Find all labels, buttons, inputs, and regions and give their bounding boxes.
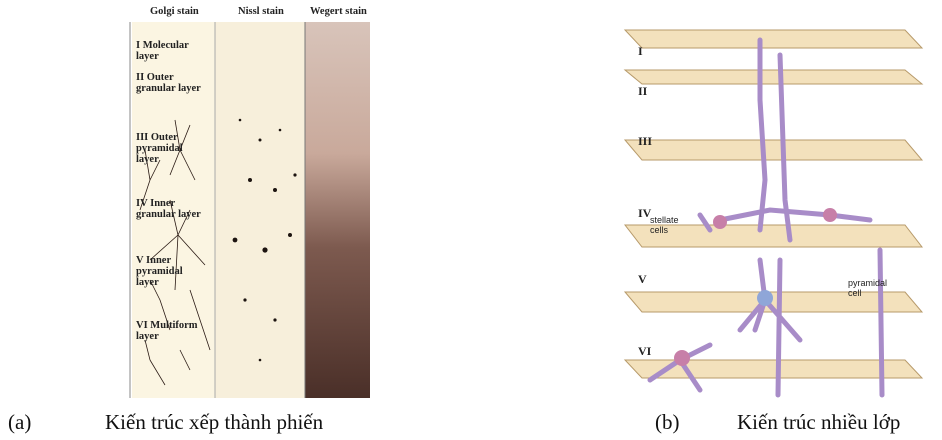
annotation: stellate cells [650, 215, 679, 235]
annotation: pyramidal cell [848, 278, 888, 298]
layer-numeral: VI [638, 344, 652, 358]
column-header: Nissl stain [238, 6, 284, 17]
caption-text: Kiến trúc xếp thành phiến [105, 410, 324, 434]
layer-numeral: III [638, 134, 653, 148]
layer-label: IV Inner granular layer [136, 198, 201, 220]
layer-label: VI Multiform layer [136, 320, 198, 342]
caption-label: (a) [8, 410, 32, 434]
layer-numeral: V [638, 272, 647, 286]
layer-plates [623, 29, 924, 379]
layer-numeral: II [638, 84, 648, 98]
layer-numeral: IV [638, 206, 652, 220]
stain-panel [129, 22, 370, 398]
caption-text: Kiến trúc nhiều lớp [737, 410, 901, 434]
caption-label: (b) [655, 410, 680, 434]
layer-label: III Outer pyramidal layer [136, 132, 183, 165]
column-header: Wegert stain [310, 6, 367, 17]
layer-label: II Outer granular layer [136, 72, 201, 94]
layer-label: V Inner pyramidal layer [136, 255, 183, 288]
layer-label: I Molecular layer [136, 40, 189, 62]
neuron-bodies [674, 208, 837, 366]
column-header: Golgi stain [150, 6, 199, 17]
layer-numeral: I [638, 44, 643, 58]
